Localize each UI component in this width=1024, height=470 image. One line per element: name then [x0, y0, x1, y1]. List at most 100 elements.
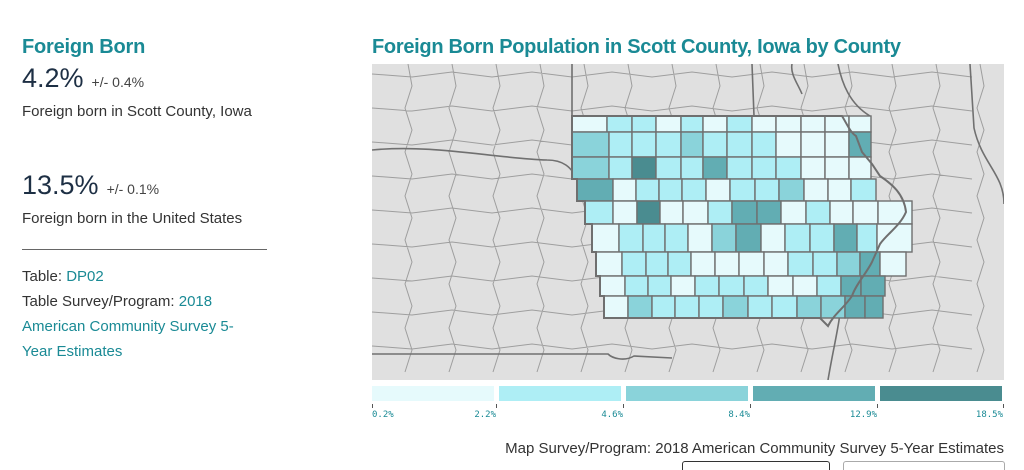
county	[803, 178, 829, 202]
table-link[interactable]: DP02	[66, 268, 104, 285]
map-control-button[interactable]	[843, 461, 1005, 470]
county	[658, 178, 683, 202]
county	[738, 251, 765, 277]
county	[812, 251, 838, 277]
county	[864, 295, 884, 319]
county	[707, 200, 733, 225]
county	[796, 295, 822, 319]
us-stat-desc: Foreign born in the United States	[22, 210, 243, 227]
county	[612, 200, 638, 225]
survey-label: Table Survey/Program:	[22, 293, 179, 310]
county	[824, 156, 850, 180]
county	[754, 178, 780, 202]
county	[631, 115, 657, 133]
legend-swatch	[626, 386, 748, 401]
iowa-outline	[571, 115, 908, 328]
county	[844, 295, 866, 319]
county	[591, 223, 620, 253]
county	[635, 178, 660, 202]
county	[816, 275, 842, 297]
county	[680, 115, 704, 133]
county	[731, 200, 758, 225]
county	[642, 223, 666, 253]
county	[608, 131, 633, 158]
county	[667, 251, 692, 277]
county	[702, 115, 728, 133]
county	[711, 223, 737, 253]
county	[778, 178, 805, 202]
county	[787, 251, 814, 277]
county	[647, 275, 672, 297]
county	[682, 200, 709, 225]
county	[756, 200, 782, 225]
county	[621, 251, 647, 277]
county	[680, 156, 704, 180]
legend-tick	[623, 404, 624, 408]
county-stat-moe: +/- 0.4%	[91, 74, 145, 90]
county	[767, 275, 794, 297]
survey-link[interactable]: 2018 American Community Survey 5-Year Es…	[22, 293, 234, 360]
county	[690, 251, 716, 277]
legend-tick	[750, 404, 751, 408]
county	[820, 295, 846, 319]
table-label: Table:	[22, 268, 67, 285]
county	[681, 178, 707, 202]
county	[631, 131, 657, 158]
county	[608, 156, 633, 180]
county	[743, 275, 769, 297]
county	[726, 115, 753, 133]
county	[599, 275, 626, 297]
county	[726, 156, 753, 180]
county	[792, 275, 818, 297]
county	[879, 251, 907, 277]
county	[760, 223, 786, 253]
county	[618, 223, 644, 253]
county	[655, 131, 682, 158]
county	[877, 200, 913, 225]
county	[751, 131, 777, 158]
county	[722, 295, 749, 319]
county	[659, 200, 684, 225]
county	[636, 200, 661, 225]
county-stat: 4.2% +/- 0.4%	[22, 63, 272, 94]
legend-swatch	[499, 386, 621, 401]
county	[735, 223, 762, 253]
county	[852, 200, 879, 225]
legend-swatch	[372, 386, 494, 401]
county	[751, 115, 777, 133]
county	[705, 178, 731, 202]
map[interactable]	[372, 64, 1004, 380]
county	[805, 200, 831, 225]
county	[800, 131, 826, 158]
county	[687, 223, 713, 253]
map-title: Foreign Born Population in Scott County,…	[372, 36, 901, 58]
summary-panel: Foreign Born 4.2% +/- 0.4% Foreign born …	[22, 36, 272, 364]
county	[775, 115, 802, 133]
county	[603, 295, 629, 319]
map-legend: 0.2% 2.2% 4.6% 8.4% 12.9% 18.5%	[372, 386, 1004, 420]
county	[836, 251, 861, 277]
legend-label: 18.5%	[975, 410, 1003, 420]
legend-label: 0.2%	[372, 410, 394, 420]
county	[670, 275, 696, 297]
county	[800, 115, 826, 133]
county	[571, 131, 610, 158]
county	[612, 178, 637, 202]
legend-label: 8.4%	[728, 410, 750, 420]
county	[824, 131, 850, 158]
county	[775, 156, 802, 180]
county	[655, 156, 682, 180]
county	[784, 223, 811, 253]
legend-tick	[1003, 404, 1004, 408]
county	[576, 178, 614, 202]
legend-label: 4.6%	[601, 410, 623, 420]
section-title: Foreign Born	[22, 36, 146, 58]
county	[606, 115, 633, 133]
county	[763, 251, 789, 277]
map-control-button[interactable]	[682, 461, 830, 470]
county-map[interactable]	[372, 64, 1004, 380]
us-stat: 13.5% +/- 0.1%	[22, 170, 272, 201]
county	[718, 275, 745, 297]
county	[595, 251, 623, 277]
county	[800, 156, 826, 180]
